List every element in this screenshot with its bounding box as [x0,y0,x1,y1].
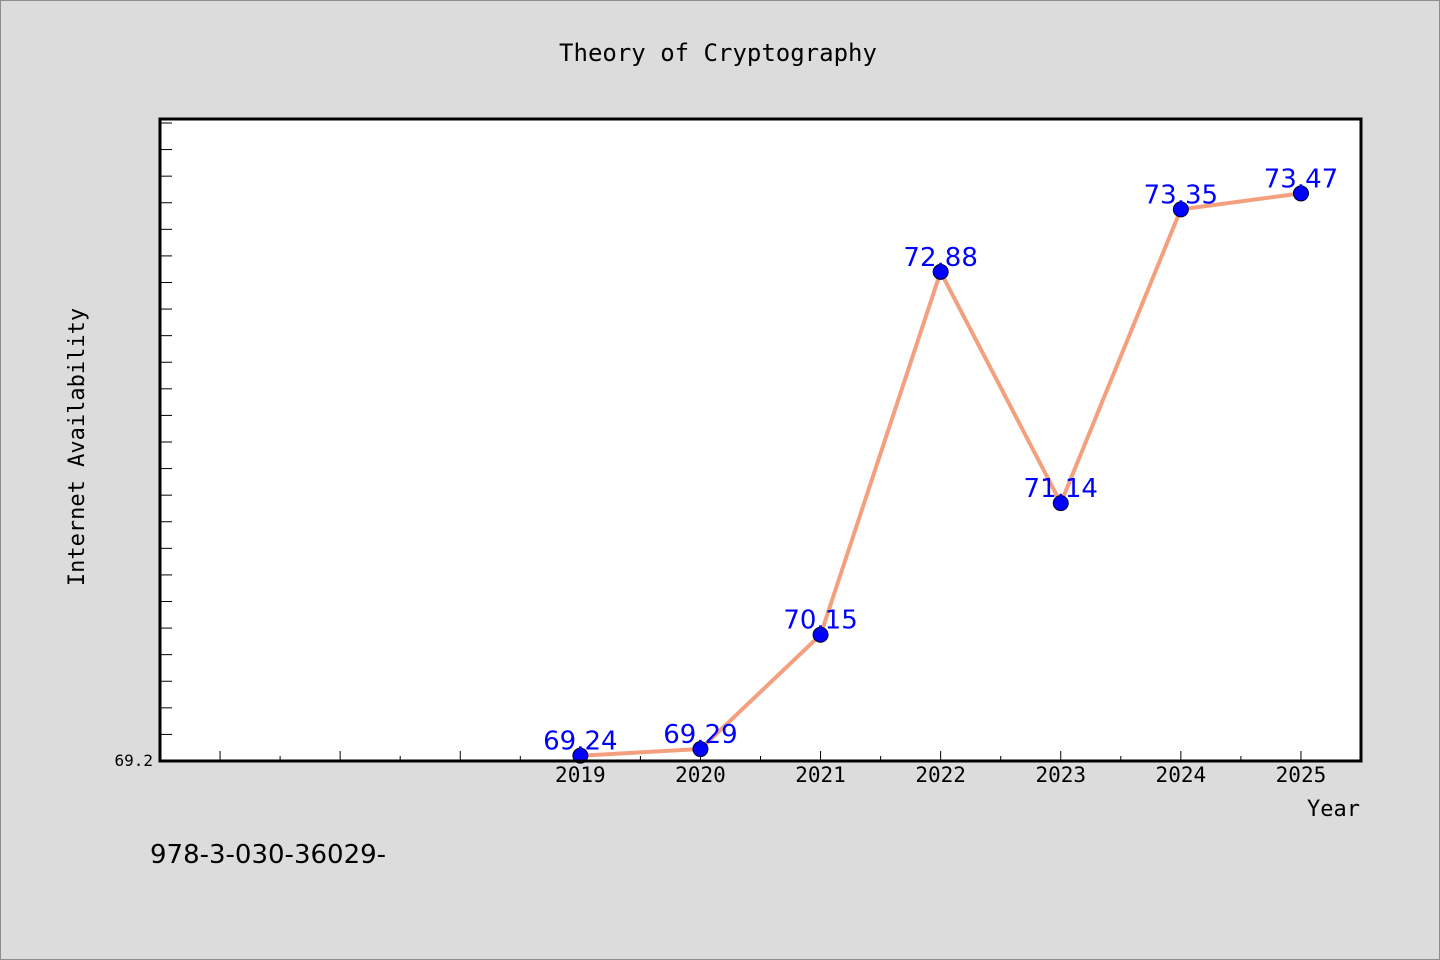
data-point-marker [1292,185,1309,202]
y-axis-label: Internet Availability [65,308,90,586]
data-label: 73.35 [1144,180,1218,210]
data-label: 71.14 [1024,474,1098,504]
data-point-marker [812,626,829,643]
data-label: 70.15 [783,606,857,636]
x-tick-label: 2025 [1276,763,1327,787]
data-label: 72.88 [903,243,977,273]
x-tick-label: 2022 [915,763,966,787]
data-label: 73.47 [1264,164,1338,194]
data-point-marker [1052,495,1069,512]
x-axis-label: Year [1307,797,1360,822]
x-axis-tick-labels: 2019 2020 2021 2022 2023 2024 2025 [555,763,1326,787]
x-tick-label: 2023 [1035,763,1086,787]
data-label: 69.24 [543,727,617,757]
y-axis-minor-ticks [160,122,172,735]
chart-title: Theory of Cryptography [559,39,877,67]
plot-border [158,117,1363,763]
data-labels: 69.24 69.29 70.15 72.88 71.14 73.35 73.47 [543,164,1338,756]
footer-isbn-text: 978-3-030-36029- [150,840,386,870]
data-point-marker [692,741,709,758]
x-tick-label: 2021 [795,763,846,787]
y-tick-label: 69.2 [114,751,153,770]
x-tick-label: 2020 [675,763,726,787]
data-point-marker [572,747,589,764]
x-tick-label: 2019 [555,763,606,787]
data-point-marker [1172,201,1189,218]
plot-area [160,119,1361,761]
data-label: 69.29 [663,720,737,750]
x-tick-label: 2024 [1156,763,1207,787]
series-markers [572,185,1309,764]
data-point-marker [932,263,949,280]
